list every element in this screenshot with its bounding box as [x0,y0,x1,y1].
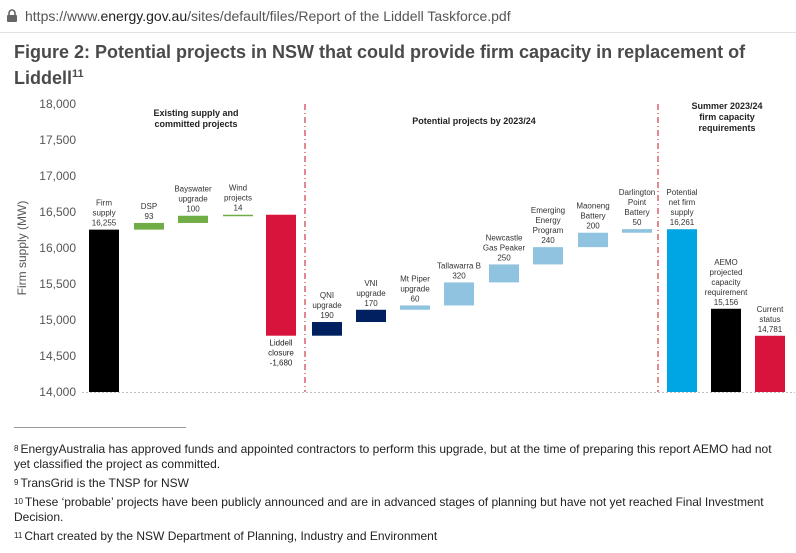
bar-label: -1,680 [270,359,293,368]
bar-15 [711,308,741,392]
y-tick-label: 15,000 [39,313,76,327]
url-text[interactable]: https://www.energy.gov.au/sites/default/… [25,8,511,24]
address-bar[interactable]: https://www.energy.gov.au/sites/default/… [0,0,796,33]
footnote-8: 8 EnergyAustralia has approved funds and … [14,442,772,471]
bar-label: capacity [711,278,740,287]
bar-label: 250 [497,253,511,262]
bar-label: 320 [452,271,466,280]
bar-label: 190 [320,311,334,320]
section-header-3: Summer 2023/24 [691,101,762,111]
bar-3 [178,215,208,223]
y-tick-label: 14,500 [39,349,76,363]
bar-label: Tallawarra B [437,261,481,270]
bar-label: VNI [364,279,377,288]
bar-label: Battery [624,208,649,217]
y-tick-label: 16,000 [39,241,76,255]
section-header-1: Existing supply and [153,108,238,118]
bar-8 [400,305,430,310]
bar-2 [134,222,164,230]
section-header-2: Potential projects by 2023/24 [412,116,536,126]
bar-10 [489,264,519,283]
bar-label: 100 [186,205,200,214]
bar-label: DSP [141,202,157,211]
bar-label: status [759,315,780,324]
bar-label: projected [710,268,743,277]
bar-16 [755,335,785,392]
bar-label: QNI [320,291,334,300]
bar-label: supply [92,209,115,218]
bar-label: closure [268,349,294,358]
bar-label: Bayswater [174,185,212,194]
bar-12 [578,232,608,248]
bar-label: 15,156 [714,298,739,307]
y-tick-label: 14,000 [39,385,76,399]
bar-label: upgrade [400,284,430,293]
bar-label: 200 [586,222,600,231]
bar-4 [223,214,253,217]
bar-label: 60 [411,294,420,303]
bar-9 [444,282,474,306]
footnote-11: 11 Chart created by the NSW Department of… [14,529,438,543]
bar-label: 240 [541,236,555,245]
bar-label: Wind [229,184,247,193]
bar-label: Liddell [269,339,292,348]
bar-label: Battery [580,212,605,221]
y-tick-label: 16,500 [39,205,76,219]
footnotes: 8 EnergyAustralia has approved funds and … [14,427,786,548]
bar-label: Firm [96,199,112,208]
bar-label: 93 [145,212,154,221]
bar-1 [89,229,119,392]
bar-label: Current [757,305,784,314]
bar-label: Program [533,226,564,235]
lock-icon [7,9,17,22]
bar-label: 170 [364,299,378,308]
bar-label: Mt Piper [400,274,430,283]
footnote-10: 10 These ‘probable’ projects have been pu… [14,495,764,524]
y-tick-label: 15,500 [39,277,76,291]
bar-label: 14,781 [758,325,783,334]
bar-label: 50 [633,218,642,227]
bar-label: Gas Peaker [483,243,526,252]
y-tick-label: 18,000 [39,97,76,111]
bar-11 [533,247,563,265]
y-axis-label: Firm supply (MW) [15,201,29,296]
bar-label: Maoneng [576,202,609,211]
bar-label: upgrade [356,289,386,298]
bar-label: upgrade [312,301,342,310]
bar-label: upgrade [178,195,208,204]
footnote-9: 9 TransGrid is the TNSP for NSW [14,476,189,490]
section-header-3: firm capacity [699,112,755,122]
bar-label: Potential [666,188,697,197]
bar-label: 16,255 [92,219,117,228]
y-tick-label: 17,500 [39,133,76,147]
bar-label: 16,261 [670,218,695,227]
bar-label: requirement [705,288,748,297]
bar-label: Point [628,198,647,207]
bar-label: 14 [234,204,243,213]
waterfall-chart: Firm supply (MW) 14,000 14,500 15,000 15,500… [15,97,795,399]
bar-label: AEMO [714,258,738,267]
bar-label: Newcastle [486,233,523,242]
footnote-rule [14,427,186,428]
bar-label: projects [224,194,252,203]
bar-7 [356,309,386,323]
section-header-3: requirements [698,123,755,133]
section-header-1: committed projects [154,119,237,129]
bar-14 [667,229,697,392]
bar-label: Energy [535,216,560,225]
figure-title: Figure 2: Potential projects in NSW that… [14,42,746,88]
bar-label: net firm [669,198,696,207]
y-tick-label: 17,000 [39,169,76,183]
bar-label: Darlington [619,188,655,197]
bar-13 [622,229,652,233]
bar-label: supply [670,208,693,217]
bar-6 [312,322,342,336]
bar-5 [266,214,296,336]
bar-label: Emerging [531,206,565,215]
